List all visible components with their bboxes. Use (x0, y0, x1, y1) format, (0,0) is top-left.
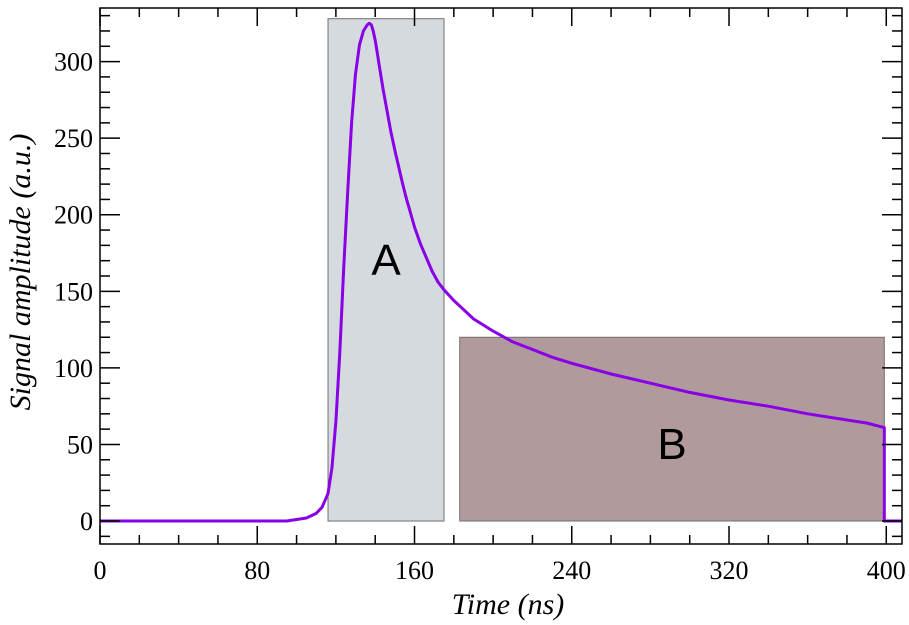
y-tick-label: 0 (80, 507, 93, 536)
series (100, 21, 902, 523)
x-tick-label: 80 (244, 556, 270, 585)
region-a-label: A (371, 236, 401, 285)
regions: AB (327, 18, 885, 522)
y-tick-label: 50 (67, 430, 93, 459)
y-tick-label: 200 (54, 201, 93, 230)
y-tick-label: 300 (54, 48, 93, 77)
series-line-0 (100, 21, 902, 523)
y-tick-label: 150 (54, 277, 93, 306)
y-tick-label: 100 (54, 354, 93, 383)
region-b-box (459, 336, 885, 522)
x-axis-title: Time (ns) (452, 588, 565, 621)
x-tick-label: 320 (710, 556, 749, 585)
x-tick-label: 160 (395, 556, 434, 585)
axis-ticks (99, 8, 902, 544)
x-tick-label: 240 (552, 556, 591, 585)
region-b-label: B (657, 420, 686, 469)
x-tick-label: 400 (867, 556, 906, 585)
x-tick-label: 0 (94, 556, 107, 585)
tick-labels: 0 80 160 240 320 400 0 50 100 150 200 250 300 (54, 48, 906, 585)
y-axis-title: Signal amplitude (a.u.) (4, 134, 37, 411)
y-tick-label: 250 (54, 124, 93, 153)
